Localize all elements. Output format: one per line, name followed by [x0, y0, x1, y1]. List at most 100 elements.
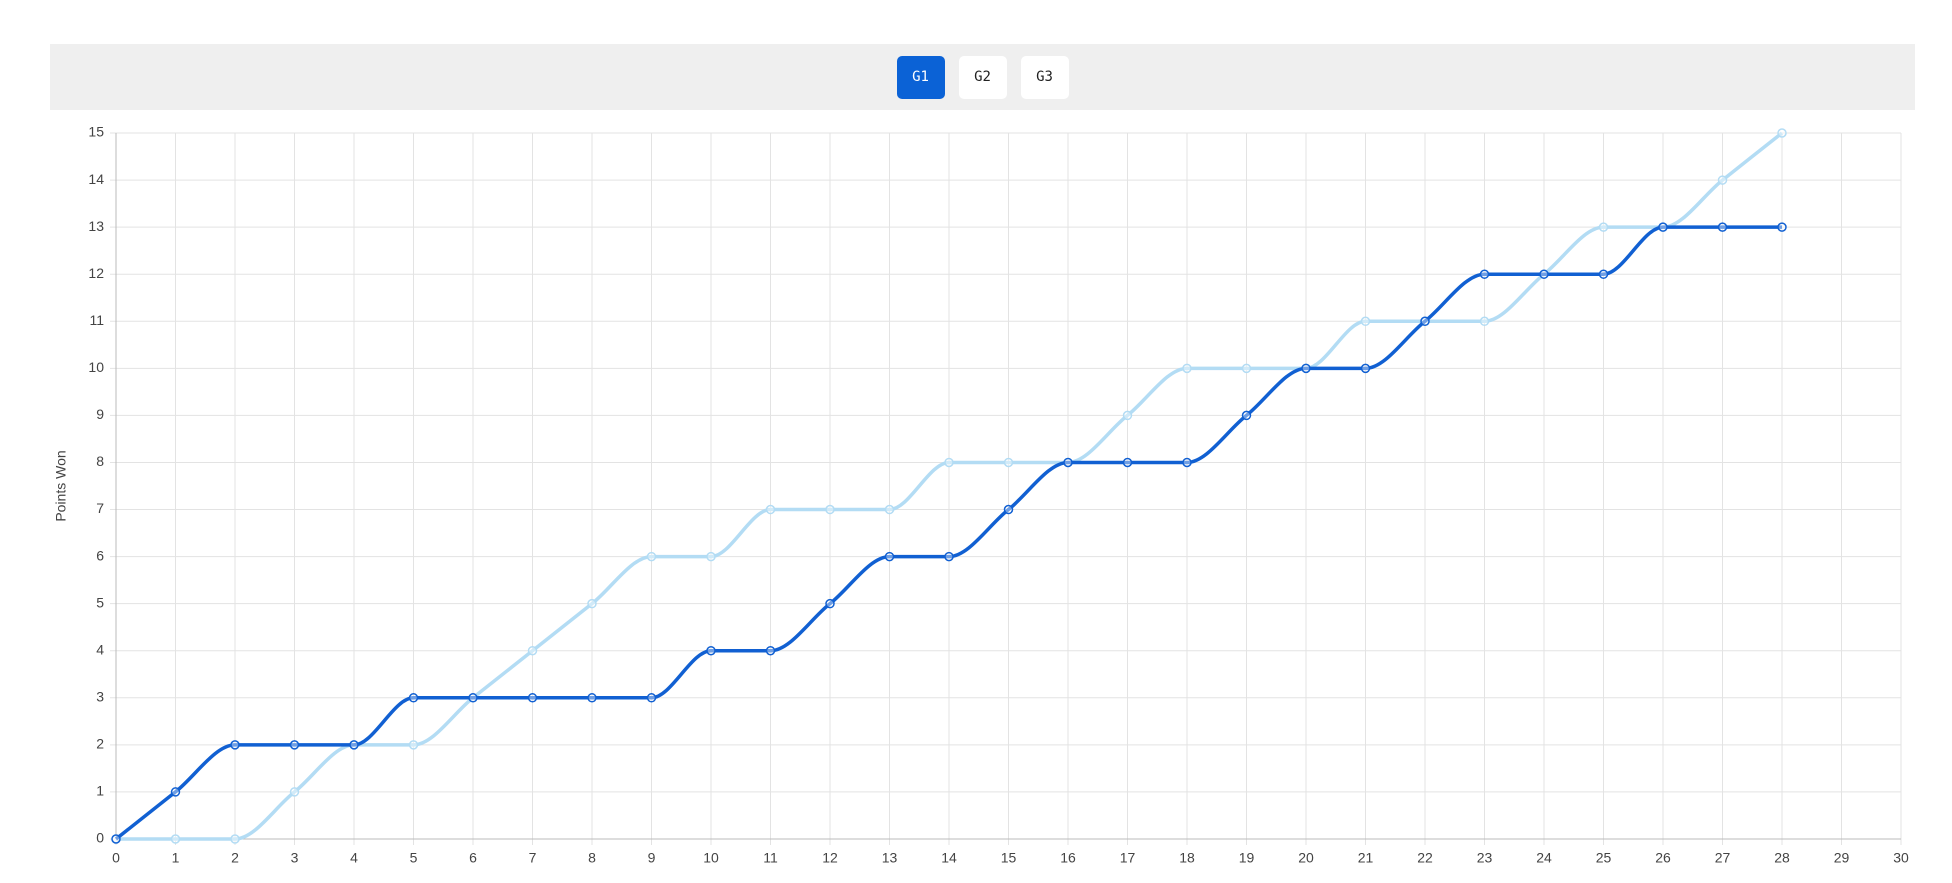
x-tick-label: 13: [882, 850, 898, 866]
x-tick-label: 8: [588, 850, 596, 866]
point: [1479, 316, 1490, 327]
y-tick-label: 7: [96, 500, 104, 516]
y-tick-label: 6: [96, 547, 104, 563]
x-tick-label: 6: [469, 850, 477, 866]
point: [349, 740, 359, 750]
point: [1479, 269, 1490, 279]
point: [230, 834, 240, 844]
x-tick-label: 3: [291, 850, 299, 866]
y-tick-label: 15: [88, 124, 104, 140]
point: [765, 504, 776, 515]
point: [230, 740, 240, 750]
x-tick-label: 19: [1239, 850, 1255, 866]
point: [1063, 457, 1073, 468]
point: [1182, 363, 1192, 374]
point: [1122, 410, 1133, 421]
x-tick-label: 2: [231, 850, 239, 866]
y-tick-label: 14: [88, 171, 104, 187]
point: [884, 504, 895, 515]
y-tick-label: 2: [96, 736, 104, 752]
x-tick-label: 20: [1298, 850, 1314, 866]
point: [1241, 363, 1252, 374]
point: [408, 740, 419, 750]
point: [765, 645, 776, 656]
point: [170, 787, 181, 797]
button-bar: G1 G2 G3: [50, 44, 1915, 110]
x-tick-label: 4: [350, 850, 358, 866]
x-tick-label: 12: [822, 850, 838, 866]
point: [587, 693, 597, 703]
x-tick-label: 29: [1834, 850, 1850, 866]
x-tick-label: 17: [1120, 850, 1136, 866]
y-tick-label: 1: [96, 783, 104, 799]
y-tick-label: 5: [96, 594, 104, 610]
point: [1003, 457, 1014, 468]
x-tick-label: 24: [1536, 850, 1552, 866]
y-axis-title: Points Won: [53, 450, 69, 521]
point: [1360, 363, 1371, 374]
x-tick-label: 16: [1060, 850, 1076, 866]
point: [1598, 269, 1609, 279]
group-button[interactable]: G2: [958, 55, 1007, 99]
point: [1777, 222, 1787, 232]
point: [825, 598, 835, 609]
y-tick-label: 0: [96, 830, 104, 846]
x-tick-label: 30: [1893, 850, 1909, 866]
x-tick-label: 23: [1477, 850, 1493, 866]
point: [884, 551, 895, 562]
y-tick-label: 9: [96, 406, 104, 422]
point: [646, 693, 657, 703]
point: [1717, 222, 1728, 232]
point: [706, 645, 716, 656]
group-button[interactable]: G1: [896, 55, 945, 99]
y-tick-label: 12: [88, 265, 104, 281]
x-tick-label: 11: [763, 850, 778, 866]
point: [1717, 175, 1728, 185]
point: [646, 551, 657, 562]
point: [1122, 457, 1133, 468]
point: [1658, 222, 1668, 232]
point: [1301, 363, 1311, 374]
point: [825, 504, 835, 515]
x-tick-label: 5: [410, 850, 418, 866]
y-tick-label: 3: [96, 689, 104, 705]
point: [289, 787, 300, 797]
y-tick-label: 8: [96, 453, 104, 469]
x-tick-label: 26: [1655, 850, 1671, 866]
x-tick-label: 0: [112, 850, 120, 866]
x-tick-label: 18: [1179, 850, 1195, 866]
point: [1182, 457, 1192, 468]
point: [944, 457, 954, 468]
y-tick-label: 10: [88, 359, 104, 375]
point: [706, 551, 716, 562]
point: [944, 551, 954, 562]
point: [587, 598, 597, 609]
point: [1360, 316, 1371, 327]
point: [1003, 504, 1014, 515]
x-tick-label: 14: [941, 850, 957, 866]
point: [1420, 316, 1430, 327]
x-tick-label: 21: [1358, 850, 1374, 866]
y-tick-label: 4: [96, 641, 104, 657]
group-button[interactable]: G3: [1020, 55, 1069, 99]
point: [1539, 269, 1549, 279]
x-tick-label: 25: [1596, 850, 1612, 866]
x-tick-label: 9: [648, 850, 656, 866]
x-tick-label: 22: [1417, 850, 1433, 866]
series-line: [116, 131, 1784, 841]
point: [527, 693, 538, 703]
point: [527, 645, 538, 656]
point: [111, 834, 121, 844]
point: [289, 740, 300, 750]
point: [1777, 128, 1787, 138]
point: [468, 693, 478, 703]
y-tick-label: 11: [89, 312, 104, 328]
x-tick-label: 7: [529, 850, 537, 866]
series-line: [114, 225, 1782, 841]
x-tick-label: 1: [172, 850, 180, 866]
y-tick-label: 13: [88, 218, 104, 234]
x-tick-label: 27: [1715, 850, 1731, 866]
x-tick-label: 15: [1001, 850, 1017, 866]
